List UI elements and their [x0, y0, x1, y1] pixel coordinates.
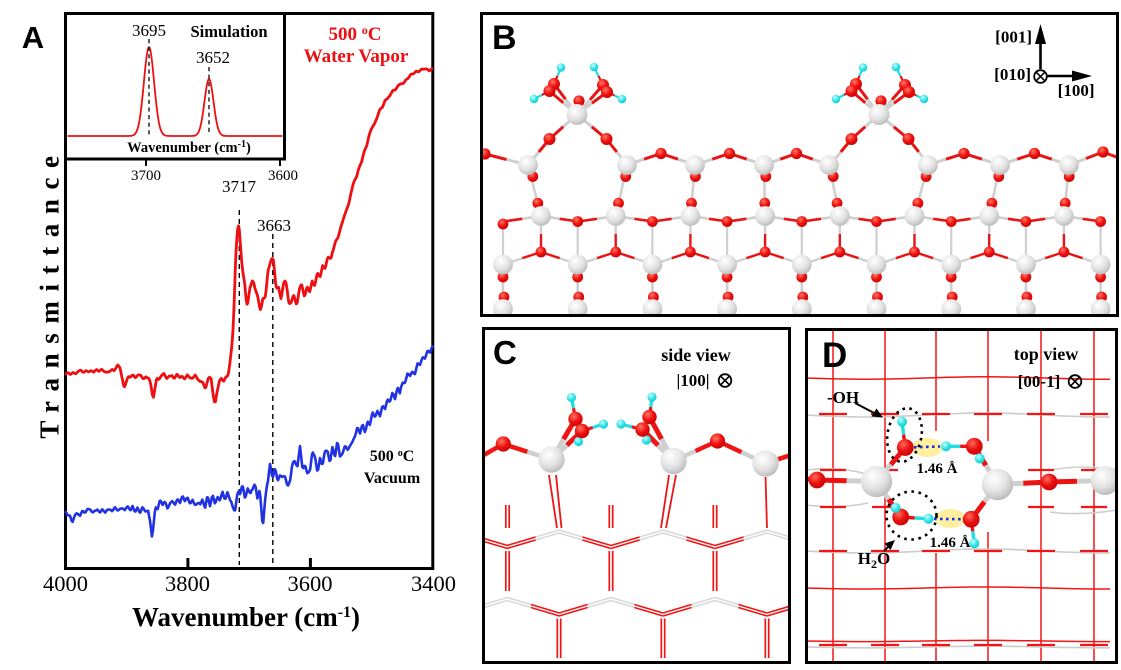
svg-text:Simulation: Simulation [190, 22, 267, 41]
svg-text:500 oC: 500 oC [329, 23, 382, 45]
svg-text:top view: top view [1014, 344, 1079, 364]
svg-text:1.46 Å: 1.46 Å [917, 461, 958, 477]
svg-text:-OH: -OH [827, 388, 859, 407]
svg-text:B: B [492, 19, 517, 57]
svg-text:3695: 3695 [132, 21, 166, 40]
svg-text:[100]: [100] [1058, 81, 1095, 100]
svg-text:Water Vapor: Water Vapor [304, 46, 409, 67]
svg-text:C: C [493, 334, 517, 371]
svg-text:Wavenumber (cm-1): Wavenumber (cm-1) [132, 602, 360, 632]
svg-text:4000: 4000 [43, 571, 88, 596]
svg-text:side view: side view [661, 345, 731, 365]
svg-text:|100|: |100| [677, 371, 710, 390]
svg-text:3663: 3663 [257, 216, 291, 235]
svg-text:H2O: H2O [858, 549, 890, 571]
svg-text:Vacuum: Vacuum [364, 470, 421, 487]
svg-text:3600: 3600 [268, 168, 298, 184]
svg-text:3652: 3652 [196, 48, 230, 67]
svg-text:3717: 3717 [222, 177, 257, 196]
svg-text:D: D [822, 336, 847, 375]
svg-text:1.46 Å: 1.46 Å [930, 535, 971, 551]
svg-text:[001]: [001] [995, 28, 1032, 47]
svg-text:3600: 3600 [288, 571, 333, 596]
svg-text:3800: 3800 [165, 571, 210, 596]
svg-text:Transmittance: Transmittance [35, 146, 65, 438]
svg-text:3400: 3400 [411, 571, 456, 596]
svg-text:[010]: [010] [994, 65, 1031, 84]
svg-text:3700: 3700 [131, 168, 161, 184]
svg-text:500 oC: 500 oC [370, 448, 415, 465]
svg-text:Wavenumber (cm-1): Wavenumber (cm-1) [127, 139, 251, 156]
svg-text:[00-1]: [00-1] [1018, 372, 1060, 391]
svg-text:A: A [22, 20, 44, 55]
